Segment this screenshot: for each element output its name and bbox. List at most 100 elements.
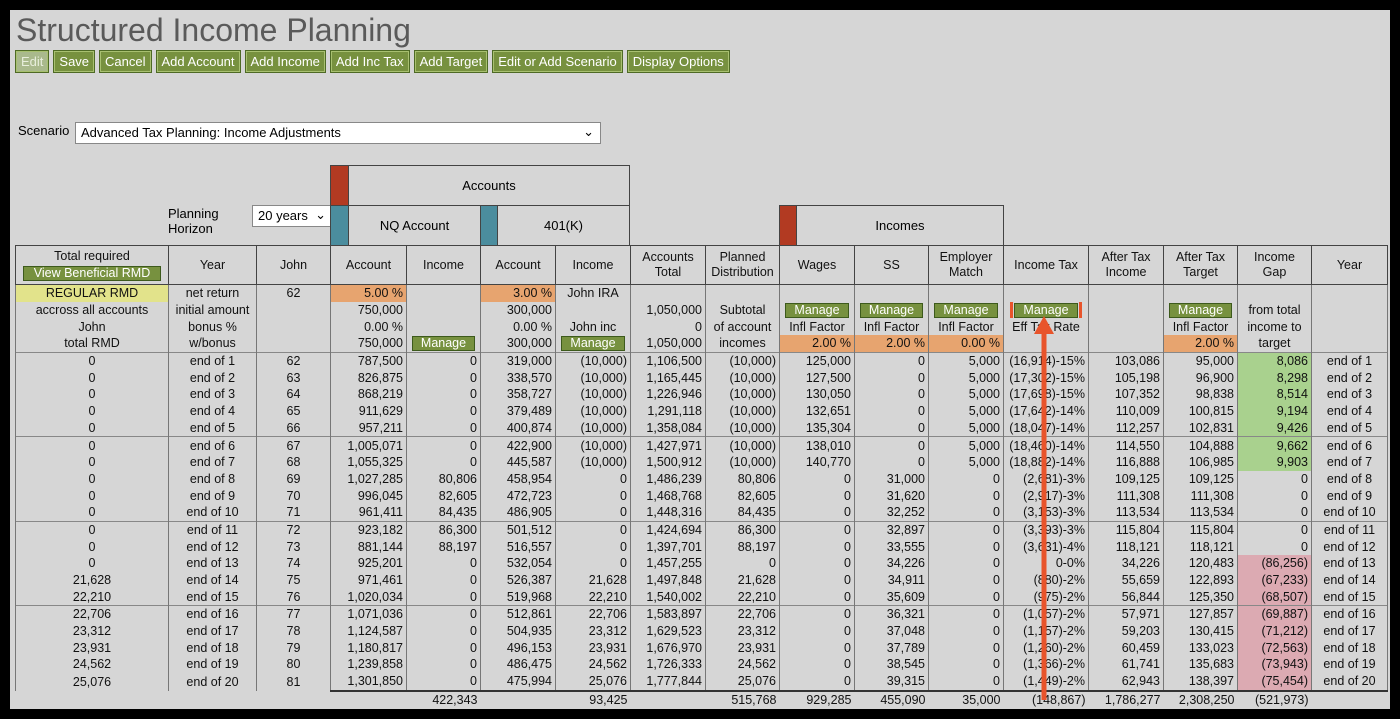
manage-button[interactable]: Manage	[561, 335, 625, 351]
cell-text: end of 15	[1323, 589, 1376, 604]
cell-text: end of 17	[1323, 624, 1376, 639]
data-cell: 69	[256, 470, 331, 488]
column-title: Year	[199, 257, 226, 272]
cell-text: 826,875	[357, 370, 403, 385]
data-cell: 0	[406, 369, 481, 387]
cell-text: 31,000	[886, 471, 925, 486]
data-cell: 0	[779, 605, 855, 623]
data-cell: 95,000	[1163, 351, 1238, 370]
cell-text: 971,461	[357, 573, 403, 588]
setup-cell: initial amount	[168, 301, 257, 319]
data-cell: 62,943	[1088, 672, 1164, 691]
cell-text: 22,706	[737, 607, 776, 622]
data-cell: 472,723	[480, 487, 556, 504]
data-cell: 56,844	[1088, 588, 1164, 606]
cell-text: 0	[88, 471, 96, 486]
cell-text: 110,009	[1115, 404, 1160, 419]
data-cell: 0	[779, 538, 855, 555]
data-cell: 107,352	[1088, 386, 1164, 403]
toolbar-button[interactable]: Save	[53, 50, 96, 73]
cell-text: 0	[1301, 488, 1308, 503]
data-cell: 57,971	[1088, 605, 1164, 623]
data-cell: (72,563)	[1237, 639, 1312, 657]
toolbar-button[interactable]: Edit or Add Scenario	[492, 50, 623, 73]
cell-text: (1,449)-2%	[1023, 674, 1085, 689]
cell-text: 300,000	[506, 303, 552, 318]
cell-text: Eff Tax Rate	[1012, 319, 1080, 334]
data-cell: 24,562	[705, 656, 780, 673]
data-cell: (71,212)	[1237, 622, 1312, 640]
cell-text: 0.00 %	[961, 336, 1000, 351]
cell-text: 37,789	[886, 640, 925, 655]
data-row: 22,706 end of 16 77 1,071,036 0 512,861 22,706…	[15, 605, 1388, 623]
cell-text: 37,048	[886, 624, 925, 639]
cell-text: from total	[1248, 303, 1301, 318]
data-cell: 526,387	[480, 571, 556, 589]
cell-text: 95,000	[1195, 354, 1234, 369]
cell-text: 5,000	[968, 387, 1000, 402]
scenario-select[interactable]: Advanced Tax Planning: Income Adjustment…	[75, 122, 601, 144]
setup-cell	[555, 301, 631, 319]
toolbar-button[interactable]: Cancel	[99, 50, 152, 73]
cell-text: 112,257	[1115, 420, 1160, 435]
data-cell: 0	[928, 656, 1004, 673]
cell-text: 78	[286, 624, 301, 639]
horizon-select[interactable]: 20 years ⌄	[252, 205, 331, 227]
data-cell: 0	[406, 571, 481, 589]
cell-text: 79	[286, 640, 301, 655]
accounts-group: Accounts	[348, 165, 630, 206]
cell-text: 114,550	[1115, 438, 1160, 453]
toolbar-button[interactable]: Edit	[15, 50, 50, 73]
data-cell: 9,426	[1237, 419, 1312, 437]
toolbar-button[interactable]: Add Account	[155, 50, 241, 73]
data-cell: 55,659	[1088, 571, 1164, 589]
cell-text: 0	[844, 607, 851, 622]
column-header: Accounts Total	[630, 245, 706, 285]
setup-cell: Eff Tax Rate	[1003, 318, 1089, 336]
data-cell: 81	[256, 672, 331, 691]
view-rmd-button[interactable]: View Beneficial RMD	[22, 266, 162, 281]
manage-button[interactable]: Manage	[934, 302, 998, 318]
data-cell: 868,219	[330, 386, 407, 403]
toolbar-button[interactable]: Display Options	[626, 50, 730, 73]
data-cell: 501,512	[480, 520, 556, 539]
data-cell: end of 15	[1311, 588, 1388, 606]
data-cell: (10,000)	[705, 386, 780, 403]
cell-text: w/bonus	[189, 336, 236, 351]
cell-text: 64	[286, 387, 301, 402]
data-cell: (67,233)	[1237, 571, 1312, 589]
manage-button[interactable]: Manage	[785, 302, 849, 318]
data-cell: 0	[854, 419, 929, 437]
column-header: Year	[168, 245, 257, 285]
data-cell: end of 19	[168, 656, 257, 673]
manage-button[interactable]: Manage	[859, 302, 924, 318]
cell-text: 787,500	[357, 354, 403, 369]
data-cell: (10,000)	[705, 419, 780, 437]
cell-text: 65	[286, 404, 301, 419]
manage-button[interactable]: Manage	[411, 335, 476, 351]
data-cell: (75,454)	[1237, 672, 1312, 691]
column-header: After Tax Income	[1088, 245, 1164, 285]
toolbar-button[interactable]: Add Income	[244, 50, 326, 73]
cell-text: 1,457,255	[646, 556, 702, 571]
cell-text: (3,153)-3%	[1023, 505, 1085, 520]
data-cell: 1,583,897	[630, 605, 706, 623]
data-cell: 0	[854, 386, 929, 403]
cell-text: 0	[470, 354, 477, 369]
cell-text: 0	[993, 488, 1000, 503]
manage-button[interactable]: Manage	[1010, 301, 1082, 319]
toolbar-button[interactable]: Add Target	[413, 50, 489, 73]
manage-button[interactable]: Manage	[1168, 302, 1233, 318]
column-title: Account	[495, 257, 541, 272]
toolbar-button[interactable]: Add Inc Tax	[329, 50, 410, 73]
data-cell: (3,153)-3%	[1003, 503, 1089, 522]
cell-text: 0	[844, 471, 851, 486]
cell-text: 0	[993, 607, 1000, 622]
data-cell: 62	[256, 351, 331, 370]
cell-text: 21,628	[72, 573, 112, 588]
scenario-label: Scenario	[18, 123, 70, 138]
cell-text: 0	[993, 624, 1000, 639]
cell-text: 1,050,000	[646, 336, 702, 351]
setup-cell: Subtotal	[705, 301, 780, 319]
